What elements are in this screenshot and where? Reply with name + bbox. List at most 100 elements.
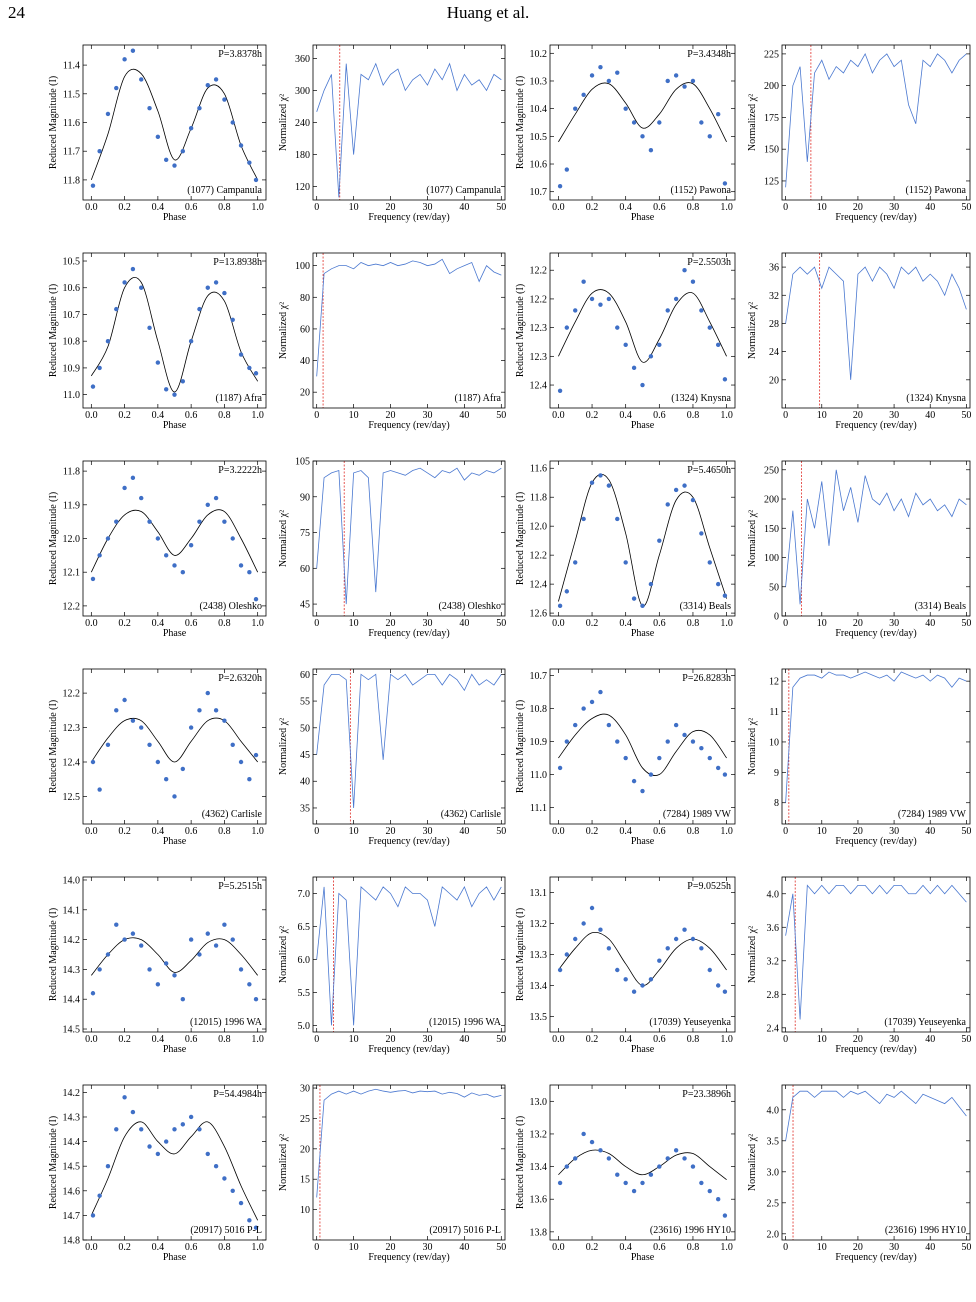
data-point bbox=[673, 722, 679, 728]
x-axis-label: Frequency (rev/day) bbox=[368, 1252, 449, 1263]
x-tick-label: 20 bbox=[853, 1242, 863, 1253]
x-tick-label: 50 bbox=[961, 410, 971, 421]
x-tick-label: 1.0 bbox=[251, 202, 264, 213]
data-point bbox=[253, 1225, 259, 1230]
x-axis-label: Phase bbox=[163, 628, 187, 639]
y-axis-label: Reduced Magnitude (I) bbox=[515, 700, 526, 793]
y-tick-label: 11.8 bbox=[530, 493, 547, 504]
axes-frame bbox=[549, 876, 736, 1033]
y-tick-label: 12.6 bbox=[530, 609, 548, 620]
x-tick-label: 0.0 bbox=[552, 826, 565, 837]
x-tick-label: 0.8 bbox=[687, 618, 700, 629]
period-label: P=26.8283h bbox=[682, 673, 731, 684]
object-label: (1187) Afra bbox=[215, 393, 262, 404]
y-tick-label: 200 bbox=[764, 495, 779, 506]
y-tick-label: 11.9 bbox=[63, 500, 80, 511]
y-tick-label: 200 bbox=[764, 81, 779, 92]
data-point bbox=[682, 1156, 687, 1161]
x-tick-label: 0 bbox=[783, 826, 788, 837]
data-point bbox=[589, 73, 595, 78]
data-point bbox=[715, 111, 721, 117]
x-axis-label: Frequency (rev/day) bbox=[835, 420, 916, 431]
data-point bbox=[139, 77, 144, 82]
y-tick-label: 12.1 bbox=[63, 568, 81, 579]
y-axis-label: Reduced Magnitude (I) bbox=[48, 284, 59, 377]
chi2-line bbox=[316, 673, 502, 808]
axes-frame bbox=[549, 460, 736, 617]
data-point bbox=[648, 581, 654, 587]
axes-frame bbox=[549, 44, 736, 201]
data-point bbox=[665, 308, 670, 313]
plot-area bbox=[785, 253, 967, 408]
data-point bbox=[205, 1151, 210, 1157]
data-point bbox=[188, 1114, 194, 1120]
x-axis-label: Frequency (rev/day) bbox=[835, 628, 916, 639]
x-axis-label: Frequency (rev/day) bbox=[835, 836, 916, 847]
y-tick-label: 80 bbox=[300, 293, 310, 304]
data-point bbox=[222, 922, 227, 927]
data-point bbox=[722, 989, 728, 994]
x-tick-label: 1.0 bbox=[720, 618, 733, 629]
x-axis-label: Frequency (rev/day) bbox=[835, 1252, 916, 1263]
x-tick-label: 0 bbox=[314, 618, 319, 629]
x-tick-label: 0.4 bbox=[619, 618, 632, 629]
data-point bbox=[606, 78, 612, 84]
y-tick-label: 28 bbox=[769, 319, 779, 330]
y-tick-label: 20 bbox=[769, 375, 779, 386]
data-point bbox=[114, 519, 119, 524]
data-point bbox=[589, 480, 595, 485]
data-point bbox=[197, 1127, 202, 1132]
y-tick-label: 10.7 bbox=[530, 671, 548, 682]
x-tick-label: 20 bbox=[853, 1034, 863, 1045]
y-tick-label: 12.2 bbox=[530, 266, 548, 277]
data-point bbox=[172, 1127, 177, 1132]
y-tick-label: 12.3 bbox=[63, 723, 81, 734]
x-tick-label: 0.0 bbox=[552, 202, 565, 213]
data-point bbox=[90, 183, 96, 188]
data-point bbox=[238, 1200, 244, 1206]
x-tick-label: 40 bbox=[925, 826, 935, 837]
period-label: P=23.3896h bbox=[682, 1089, 731, 1100]
x-tick-label: 0.6 bbox=[185, 826, 198, 837]
data-point bbox=[557, 967, 563, 973]
x-tick-label: 0.0 bbox=[552, 1034, 565, 1045]
data-point bbox=[598, 473, 603, 478]
data-point bbox=[205, 502, 210, 508]
x-tick-label: 30 bbox=[422, 202, 432, 213]
data-point bbox=[122, 485, 127, 491]
x-tick-label: 1.0 bbox=[720, 1034, 733, 1045]
x-tick-label: 0.0 bbox=[85, 826, 98, 837]
data-point bbox=[197, 708, 202, 713]
data-point bbox=[222, 1176, 227, 1181]
axes-frame bbox=[781, 1084, 971, 1241]
chi2-line bbox=[316, 885, 502, 1026]
panel: 0 10 20 30 40 50 20 24 28 32 36 Frequency (rev/day)… bbox=[747, 252, 971, 431]
x-tick-label: 0.6 bbox=[185, 1242, 198, 1253]
panel: 0.0 0.2 0.4 0.6 0.8 1.0 10.2 10.3 10.4 10.5 10.6 10… bbox=[515, 44, 736, 223]
plot-area bbox=[316, 1085, 502, 1240]
x-tick-label: 0.0 bbox=[85, 1034, 98, 1045]
y-tick-label: 10.5 bbox=[63, 257, 81, 268]
y-tick-label: 12.2 bbox=[530, 551, 548, 562]
data-point bbox=[163, 387, 169, 392]
plot-area bbox=[785, 461, 967, 616]
object-label: (23616) 1996 HY10 bbox=[885, 1225, 966, 1236]
x-axis-label: Phase bbox=[631, 1252, 655, 1263]
data-point bbox=[665, 78, 670, 84]
fit-curve bbox=[558, 289, 727, 363]
x-tick-label: 0.4 bbox=[619, 826, 632, 837]
chi2-line bbox=[316, 62, 502, 198]
x-tick-label: 30 bbox=[889, 410, 899, 421]
data-point bbox=[690, 936, 696, 942]
y-tick-label: 10.3 bbox=[530, 76, 548, 87]
x-tick-label: 20 bbox=[386, 410, 396, 421]
data-point bbox=[213, 495, 219, 501]
panel: 0.0 0.2 0.4 0.6 0.8 1.0 14.0 14.1 14.2 14.3 14.4 14… bbox=[48, 875, 267, 1055]
data-point bbox=[573, 1156, 578, 1161]
y-tick-label: 45 bbox=[300, 600, 310, 611]
y-tick-label: 13.4 bbox=[530, 1162, 548, 1173]
x-tick-label: 0.6 bbox=[653, 618, 666, 629]
panel: 0.0 0.2 0.4 0.6 0.8 1.0 11.4 11.5 11.6 11.7 11.8 Ph… bbox=[48, 44, 267, 223]
panel: 0 10 20 30 40 50 2.0 2.5 3.0 3.5 4.0 Frequency (rev… bbox=[747, 1084, 971, 1263]
data-point bbox=[564, 325, 570, 330]
